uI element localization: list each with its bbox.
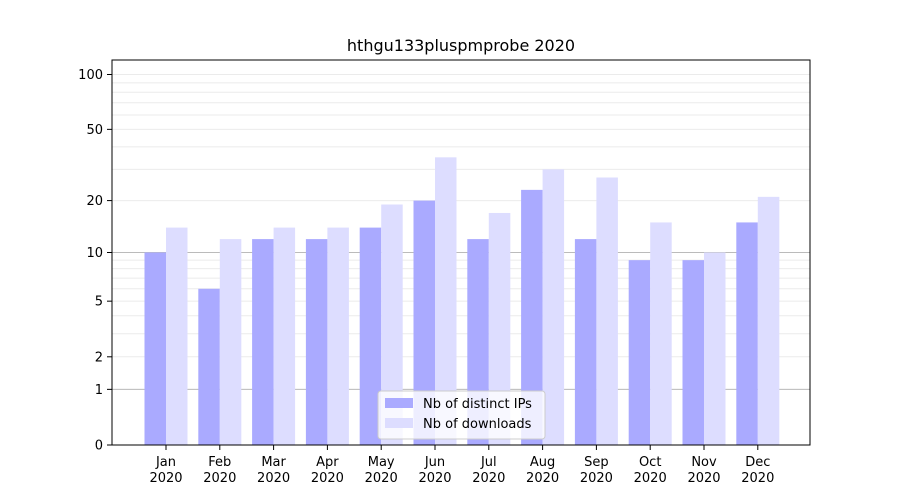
bar-distinct-ips-nov (682, 260, 704, 445)
y-tick-label: 10 (86, 246, 103, 261)
bar-distinct-ips-sep (574, 239, 597, 445)
bar-downloads-aug (542, 169, 565, 445)
legend-swatch (385, 418, 413, 428)
bar-downloads-oct (650, 222, 672, 445)
chart-title: hthgu133pluspmprobe 2020 (347, 36, 575, 55)
bar-distinct-ips-jun (413, 200, 435, 445)
bar-downloads-jan (166, 227, 188, 445)
x-tick-label-month: May (368, 455, 395, 470)
plot-frame (111, 59, 811, 446)
x-axis: Jan2020Feb2020Mar2020Apr2020May2020Jun20… (149, 445, 774, 486)
bar-distinct-ips-jan (144, 252, 166, 445)
x-tick-label-year: 2020 (149, 471, 182, 486)
x-tick-label-year: 2020 (257, 471, 290, 486)
bar-downloads-mar (273, 227, 296, 445)
x-tick-label-year: 2020 (365, 471, 398, 486)
x-tick-label-year: 2020 (472, 471, 505, 486)
bars (144, 157, 780, 445)
bar-distinct-ips-feb (198, 288, 220, 445)
y-tick-label: 1 (95, 383, 103, 398)
bar-downloads-nov (704, 252, 726, 445)
bar-downloads-dec (757, 196, 780, 445)
x-tick-label-month: Sep (584, 455, 609, 470)
bar-distinct-ips-may (359, 227, 382, 445)
y-axis: 0 1 2 5 10 20 50 100 (78, 68, 112, 454)
x-tick-label-year: 2020 (634, 471, 667, 486)
legend-box (377, 390, 546, 440)
x-tick-label-month: Aug (530, 455, 555, 470)
bar-downloads-jun (435, 157, 457, 445)
x-tick-label-month: Nov (691, 455, 717, 470)
bar-downloads-may (381, 204, 403, 445)
x-tick-label-month: Jul (480, 455, 497, 470)
bar-downloads-feb (219, 239, 242, 445)
bar-distinct-ips-aug (521, 189, 543, 445)
bar-distinct-ips-dec (736, 222, 758, 445)
y-tick-label: 0 (95, 439, 103, 454)
y-tick-label: 2 (95, 350, 103, 365)
legend: Nb of distinct IPs Nb of downloads (377, 390, 546, 440)
y-tick-label: 100 (78, 68, 103, 83)
x-tick-label-year: 2020 (311, 471, 344, 486)
bar-distinct-ips-mar (252, 239, 274, 445)
legend-label: Nb of distinct IPs (423, 397, 532, 412)
x-tick-label-month: Oct (639, 455, 661, 470)
x-tick-label-year: 2020 (580, 471, 613, 486)
x-tick-label-month: Mar (261, 455, 286, 470)
legend-swatch (385, 398, 413, 408)
x-tick-label-month: Jun (424, 455, 445, 470)
x-tick-label-year: 2020 (526, 471, 559, 486)
x-tick-label-month: Feb (208, 455, 231, 470)
bar-downloads-sep (596, 177, 618, 445)
x-tick-label-month: Dec (745, 455, 770, 470)
bar-distinct-ips-oct (628, 260, 651, 445)
x-tick-label-year: 2020 (418, 471, 451, 486)
x-tick-label-month: Jan (155, 455, 176, 470)
x-tick-label-year: 2020 (741, 471, 774, 486)
bar-downloads-jul (488, 212, 511, 445)
x-tick-label-year: 2020 (203, 471, 236, 486)
y-tick-label: 50 (86, 123, 103, 138)
x-tick-label-year: 2020 (687, 471, 720, 486)
legend-label: Nb of downloads (423, 417, 532, 432)
x-tick-label-month: Apr (316, 455, 339, 470)
bar-downloads-apr (327, 227, 349, 445)
y-tick-label: 5 (95, 295, 103, 310)
bar-distinct-ips-apr (305, 239, 328, 445)
y-tick-label: 20 (86, 194, 103, 209)
